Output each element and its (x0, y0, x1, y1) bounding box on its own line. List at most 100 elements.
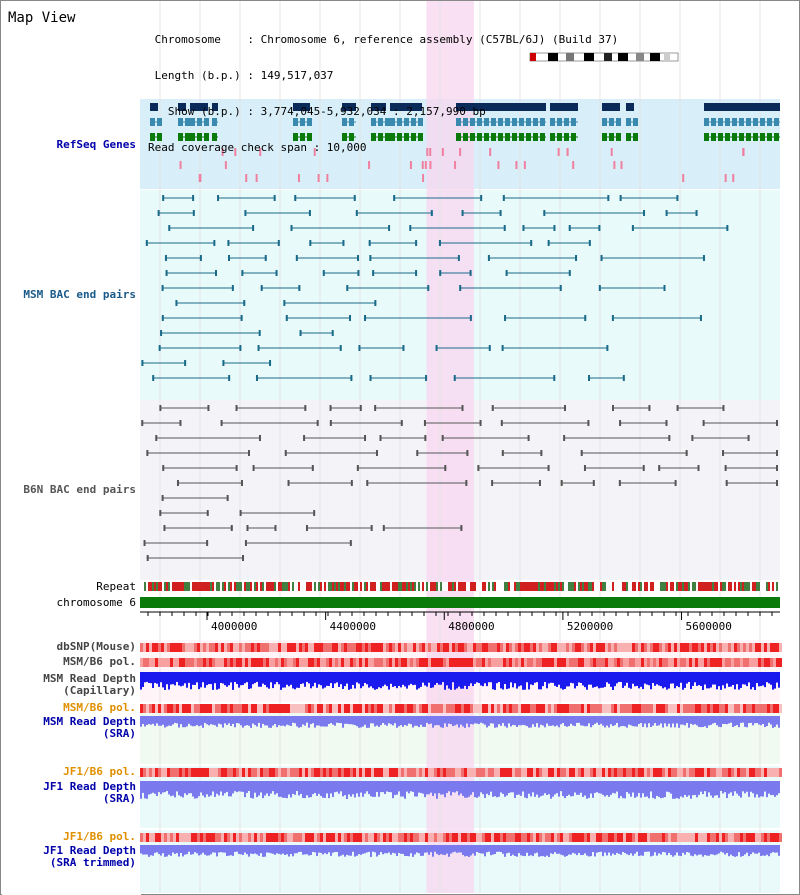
repeat-segment (718, 582, 720, 591)
pol-cell (503, 658, 506, 667)
msm-capillary-depth (586, 672, 588, 690)
gene-exon (767, 133, 772, 141)
pol-cell (458, 833, 461, 842)
track-label-msm-b6-pol-2[interactable]: MSM/B6 pol. (63, 701, 136, 714)
track-label-jf1-b6-pol-2[interactable]: JF1/B6 pol. (63, 830, 136, 843)
track-label-jf1-depth-trimmed[interactable]: JF1 Read Depth (SRA trimmed) (43, 844, 136, 869)
msm-sra-depth (486, 716, 488, 728)
pol-cell (521, 833, 524, 842)
msm-bac-pair-end (260, 285, 263, 291)
msm-sra-depth (760, 716, 762, 726)
msm-sra-depth (184, 716, 186, 728)
jf1-trim-depth (568, 845, 570, 855)
pol-cell (410, 658, 413, 667)
gene-exon (550, 133, 555, 141)
gene-feature-tick (515, 161, 518, 169)
jf1-sra-depth (146, 781, 148, 799)
msm-bac-pair-end (430, 210, 433, 216)
repeat-segment (440, 582, 442, 591)
msm-sra-depth (204, 716, 206, 723)
track-label-b6n-bac[interactable]: B6N BAC end pairs (23, 483, 136, 496)
b6n-bac-pair-end (226, 495, 229, 501)
pol-cell (488, 768, 491, 777)
axis-tick-label: 4400000 (330, 620, 376, 633)
pol-cell (293, 833, 296, 842)
b6n-bac-pair-end (491, 405, 494, 411)
pol-cell (248, 658, 251, 667)
repeat-segment (544, 582, 546, 591)
jf1-trim-depth (712, 845, 714, 855)
pol-cell (743, 768, 746, 777)
msm-capillary-depth (624, 672, 626, 686)
msm-bac-pair-end (244, 210, 247, 216)
pol-cell (287, 768, 290, 777)
pol-cell (530, 768, 533, 777)
repeat-segment (418, 582, 420, 591)
msm-capillary-depth (554, 672, 556, 686)
track-label-msm-b6-pol[interactable]: MSM/B6 pol. (63, 655, 136, 668)
jf1-sra-depth (744, 781, 746, 794)
jf1-sra-depth (770, 781, 772, 796)
pol-cell (533, 658, 536, 667)
pol-cell (695, 768, 698, 777)
track-label-jf1-depth-sra[interactable]: JF1 Read Depth (SRA) (43, 780, 136, 805)
repeat-segment (342, 582, 344, 591)
track-label-jf1-b6-pol[interactable]: JF1/B6 pol. (63, 765, 136, 778)
jf1-trim-depth (658, 845, 660, 854)
track-label-msm-depth-sra[interactable]: MSM Read Depth (SRA) (43, 715, 136, 740)
msm-capillary-depth (766, 672, 768, 683)
repeat-segment (550, 582, 552, 591)
msm-capillary-depth (580, 672, 582, 684)
pol-cell (731, 643, 734, 652)
jf1-sra-depth (306, 781, 308, 796)
pol-cell (653, 768, 656, 777)
pol-cell (224, 833, 227, 842)
msm-sra-depth (310, 716, 312, 725)
pol-cell (500, 704, 503, 713)
pol-cell (455, 658, 458, 667)
repeat-segment (774, 582, 776, 591)
jf1-trim-depth (496, 845, 498, 852)
pol-cell (326, 704, 329, 713)
pol-cell (257, 658, 260, 667)
msm-capillary-depth (334, 672, 336, 684)
jf1-trim-depth (436, 845, 438, 854)
jf1-trim-depth (618, 845, 620, 854)
pol-cell (263, 643, 266, 652)
track-label-msm-depth-capillary[interactable]: MSM Read Depth (Capillary) (43, 672, 136, 697)
msm-sra-depth (298, 716, 300, 728)
msm-sra-depth (168, 716, 170, 726)
pol-cell (212, 833, 215, 842)
repeat-segment (392, 582, 394, 591)
pol-cell (554, 704, 557, 713)
repeat-segment (578, 582, 580, 591)
track-label-dbsnp[interactable]: dbSNP(Mouse) (56, 640, 136, 653)
msm-capillary-depth (616, 672, 618, 684)
jf1-sra-depth (216, 781, 218, 794)
pol-cell (311, 768, 314, 777)
msm-sra-depth (236, 716, 238, 724)
pol-cell (716, 704, 719, 713)
gene-feature-tick (620, 161, 623, 169)
msm-bac-pair-end (553, 225, 556, 231)
pol-cell (539, 704, 542, 713)
msm-sra-depth (680, 716, 682, 725)
jf1-sra-depth (152, 781, 154, 793)
pol-cell (437, 768, 440, 777)
gene-exon (753, 133, 758, 141)
jf1-trim-depth (528, 845, 530, 856)
track-label-msm-bac[interactable]: MSM BAC end pairs (23, 288, 136, 301)
pol-cell (656, 643, 659, 652)
jf1-sra-depth (368, 781, 370, 795)
track-label-refseq[interactable]: RefSeq Genes (56, 138, 136, 151)
pol-cell (479, 704, 482, 713)
pol-cell (287, 658, 290, 667)
jf1-trim-depth (188, 845, 190, 852)
pol-cell (176, 833, 179, 842)
pol-cell (275, 833, 278, 842)
pol-cell (539, 833, 542, 842)
repeat-segment (732, 582, 734, 591)
pol-cell (452, 704, 455, 713)
pol-cell (425, 833, 428, 842)
